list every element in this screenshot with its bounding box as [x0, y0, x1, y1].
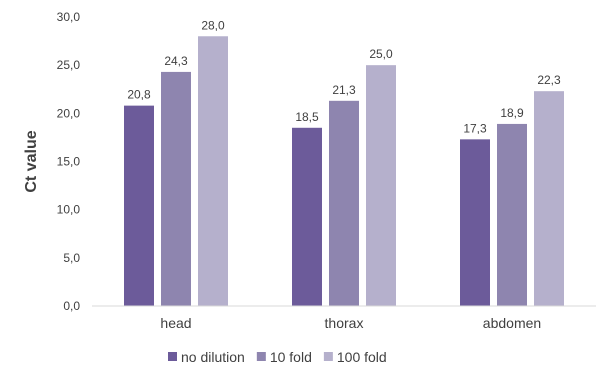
- data-label: 25,0: [369, 47, 393, 61]
- legend-label: 10 fold: [270, 349, 312, 365]
- legend-label: no dilution: [181, 349, 245, 365]
- data-label: 21,3: [332, 83, 356, 97]
- legend-swatch: [256, 352, 266, 361]
- bar-10-fold-head: [161, 71, 191, 306]
- data-label: 28,0: [201, 18, 225, 32]
- legend-swatch: [168, 352, 177, 361]
- bar-no-dilution-head: [124, 105, 154, 306]
- y-tick-label: 10,0: [57, 203, 81, 217]
- legend-label: 100 fold: [337, 349, 387, 365]
- y-tick-label: 30,0: [57, 10, 81, 24]
- y-tick-label: 25,0: [57, 58, 81, 72]
- y-tick-label: 5,0: [63, 251, 80, 265]
- bar-no-dilution-abdomen: [460, 139, 490, 306]
- data-label: 24,3: [164, 54, 188, 68]
- data-label: 18,9: [500, 106, 524, 120]
- x-category-label: thorax: [325, 315, 364, 331]
- y-tick-label: 20,0: [57, 106, 81, 120]
- bar-no-dilution-thorax: [292, 127, 322, 307]
- x-category-label: abdomen: [483, 315, 541, 331]
- bar-100-fold-abdomen: [534, 91, 564, 306]
- legend-swatch: [323, 352, 333, 361]
- data-label: 17,3: [463, 121, 487, 135]
- bar-100-fold-head: [198, 36, 228, 307]
- y-tick-label: 15,0: [57, 155, 81, 169]
- x-category-label: head: [160, 315, 191, 331]
- data-label: 22,3: [537, 73, 561, 87]
- y-tick-label: 0,0: [63, 299, 80, 313]
- bar-10-fold-thorax: [329, 100, 359, 306]
- data-label: 20,8: [127, 88, 151, 102]
- y-axis-title: Ct value: [23, 130, 40, 192]
- bar-10-fold-abdomen: [497, 123, 527, 307]
- bar-100-fold-thorax: [366, 65, 396, 307]
- data-label: 18,5: [295, 110, 319, 124]
